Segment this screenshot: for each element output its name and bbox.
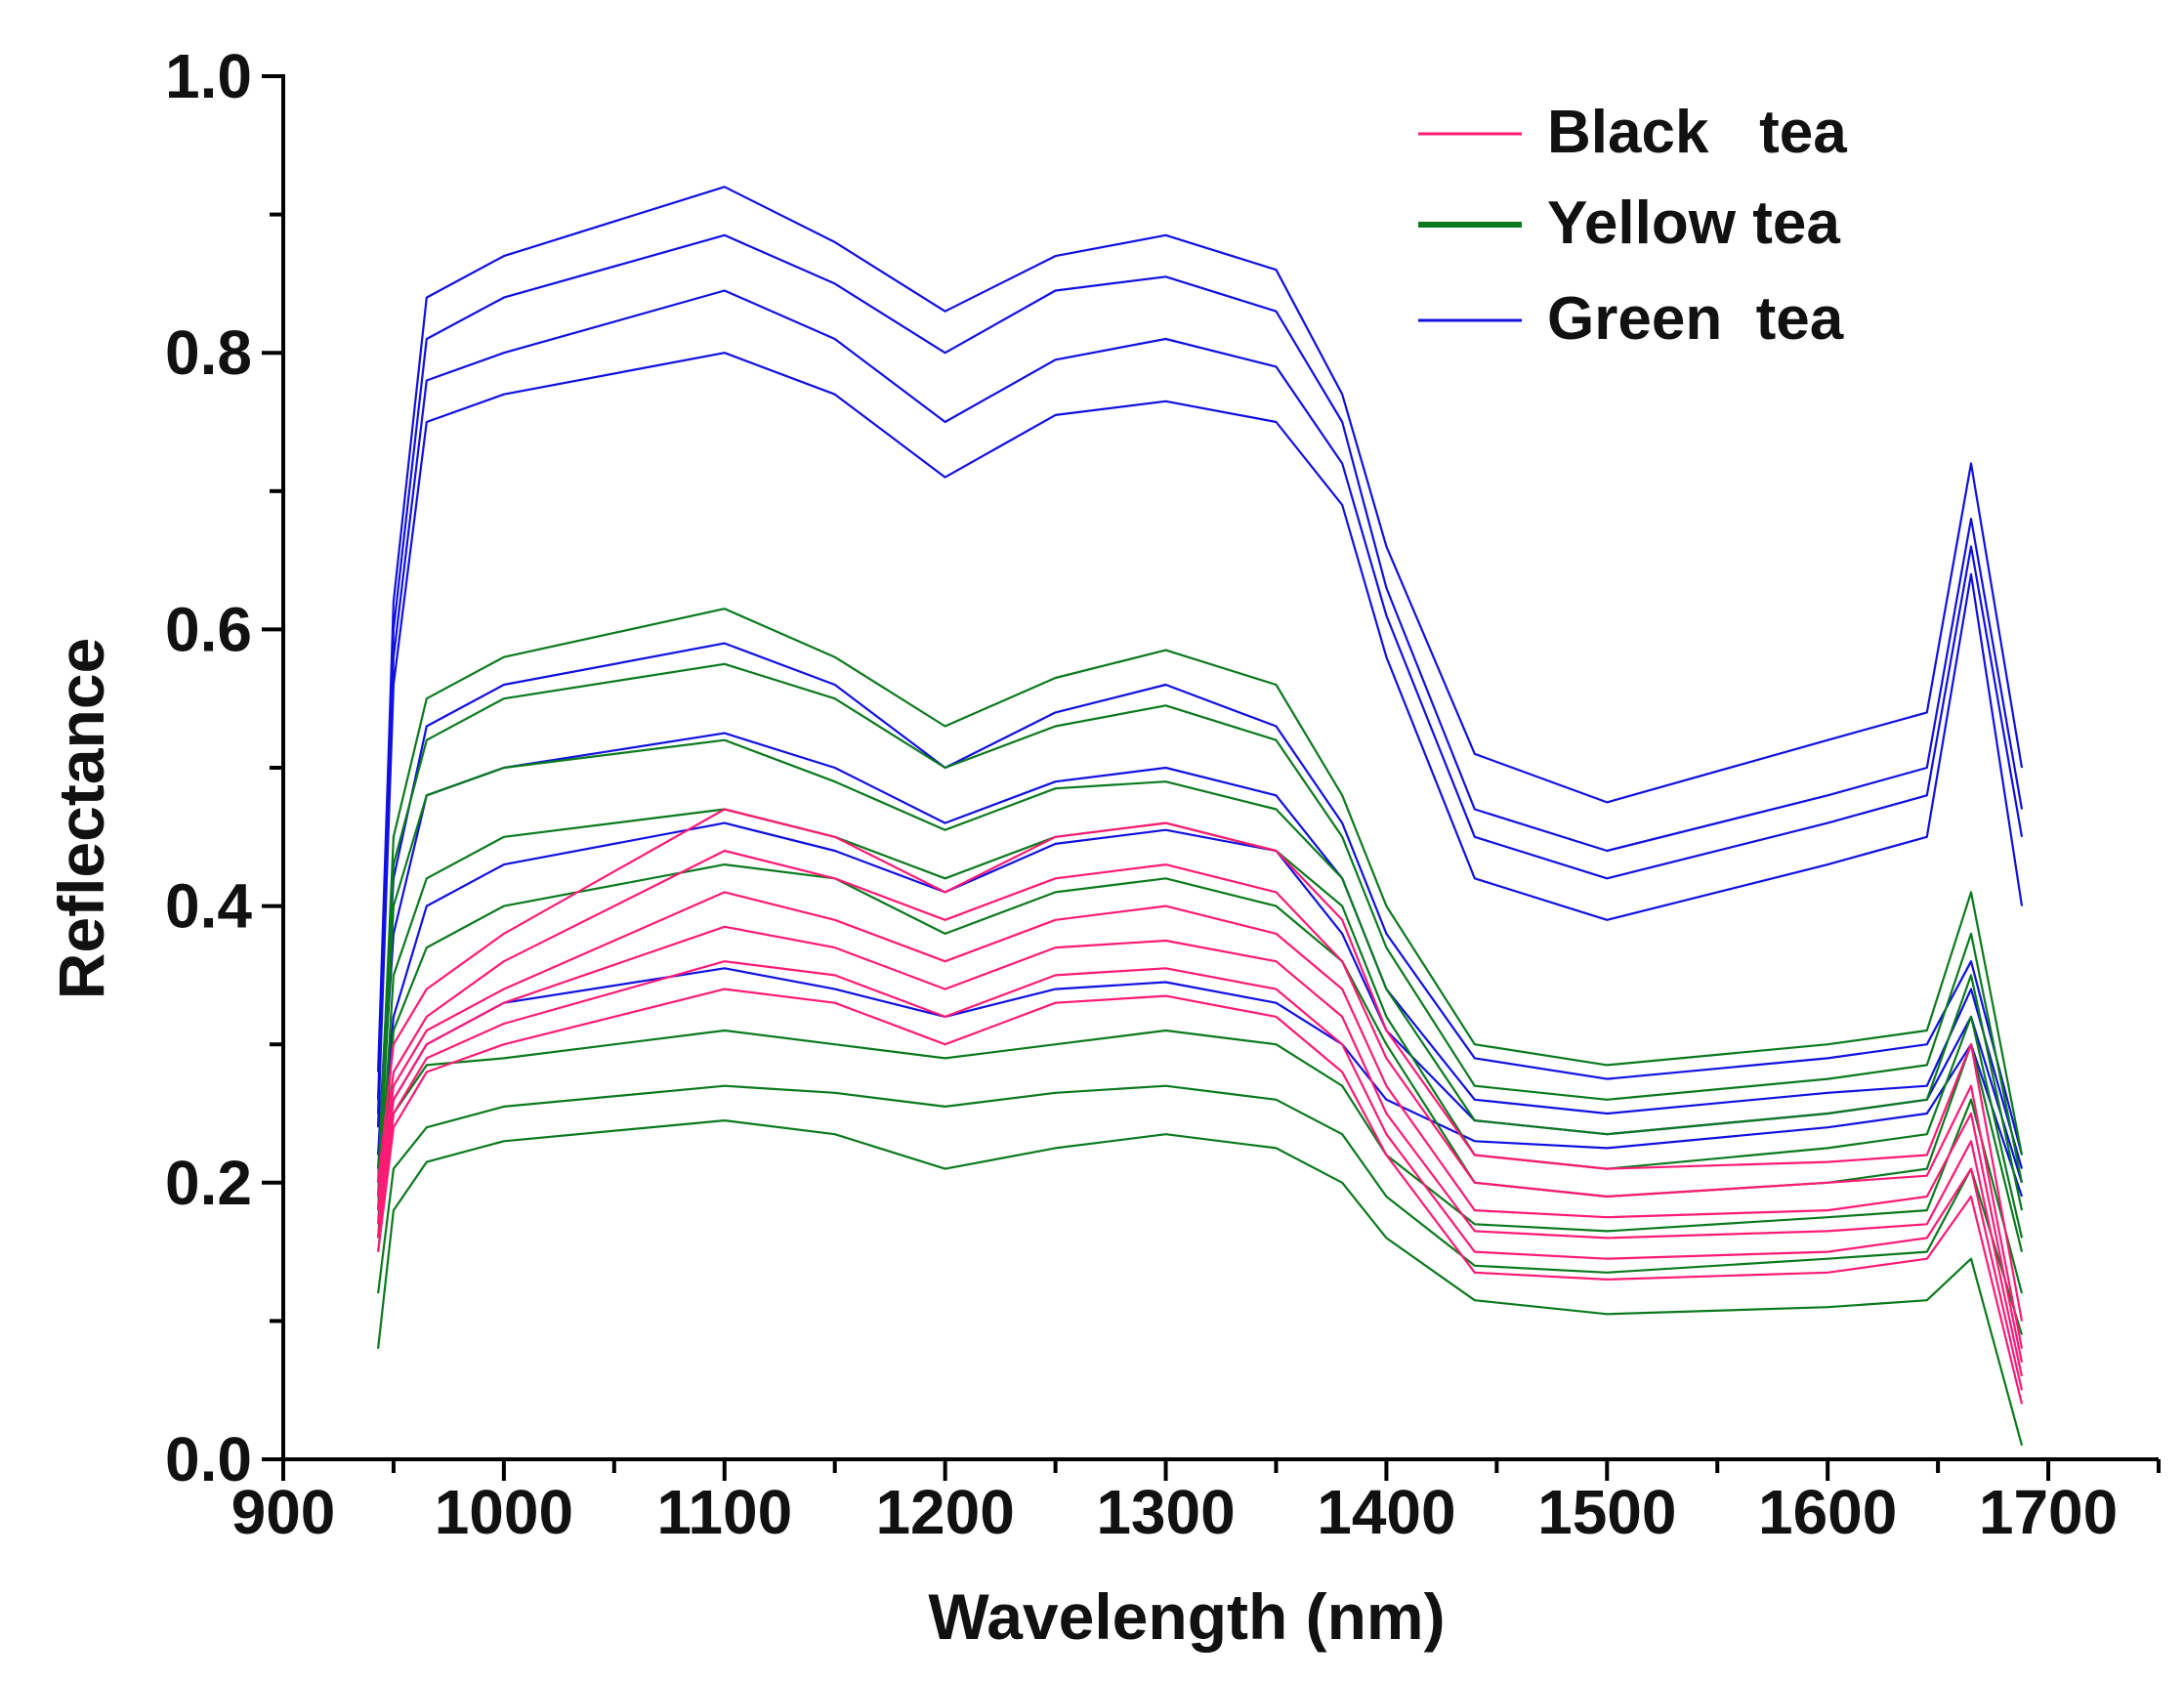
x-tick-label-900: 900 — [231, 1477, 336, 1547]
series-line-black-tea-18 — [377, 891, 2024, 1364]
legend-item-black-tea: Black tea — [1418, 99, 1847, 166]
series-line-yellow-tea-8 — [377, 608, 2024, 1183]
legend-label-black-tea: Black tea — [1547, 99, 1847, 166]
series-line-yellow-tea-10 — [377, 738, 2024, 1211]
axes — [281, 74, 2159, 1461]
series-line-green-tea-1 — [377, 233, 2024, 1100]
series-line-green-tea-0 — [377, 186, 2024, 1072]
series-line-yellow-tea-14 — [377, 1084, 2024, 1335]
x-tick-label-1600: 1600 — [1758, 1477, 1897, 1547]
series-line-yellow-tea-9 — [377, 662, 2024, 1198]
x-tick-label-1400: 1400 — [1317, 1477, 1455, 1547]
series-line-black-tea-21 — [377, 988, 2024, 1405]
x-tick-label-1700: 1700 — [1979, 1477, 2118, 1547]
series-line-green-tea-2 — [377, 289, 2024, 1114]
legend-label-yellow-tea: Yellow tea — [1547, 189, 1840, 257]
series-line-green-tea-3 — [377, 352, 2024, 1128]
x-tick-label-1500: 1500 — [1537, 1477, 1676, 1547]
x-tick-labels: 900 1000 1100 1200 1300 1400 1500 1600 1700 — [231, 1477, 2119, 1547]
series-line-black-tea-16 — [377, 808, 2024, 1322]
x-tick-label-1100: 1100 — [656, 1477, 792, 1547]
y-tick-label-0.6: 0.6 — [165, 594, 252, 664]
x-tick-label-1300: 1300 — [1096, 1477, 1235, 1547]
series-line-black-tea-17 — [377, 849, 2024, 1349]
series-line-yellow-tea-15 — [377, 1119, 2024, 1447]
legend-item-green-tea: Green tea — [1418, 285, 1844, 353]
y-tick-labels: 0.0 0.2 0.4 0.6 0.8 1.0 — [165, 41, 252, 1494]
legend: Black tea Yellow tea Green tea — [1418, 99, 1847, 353]
series-line-yellow-tea-13 — [377, 1029, 2024, 1294]
y-tick-label-0.4: 0.4 — [165, 871, 252, 942]
series-line-green-tea-5 — [377, 732, 2024, 1169]
y-tick-label-0.0: 0.0 — [165, 1424, 252, 1494]
y-tick-label-0.8: 0.8 — [165, 317, 252, 388]
series-line-black-tea-19 — [377, 925, 2024, 1377]
y-axis-title: Reflectance — [45, 638, 117, 1000]
series-line-green-tea-4 — [377, 642, 2024, 1156]
y-tick-label-0.2: 0.2 — [165, 1148, 252, 1218]
tick-marks — [262, 74, 2161, 1481]
y-tick-label-1.0: 1.0 — [165, 41, 252, 111]
x-tick-label-1200: 1200 — [875, 1477, 1014, 1547]
spectra-lines — [377, 186, 2024, 1447]
series-line-yellow-tea-12 — [377, 863, 2024, 1252]
x-axis-title: Wavelength (nm) — [928, 1580, 1445, 1653]
x-tick-label-1000: 1000 — [435, 1477, 573, 1547]
legend-label-green-tea: Green tea — [1547, 285, 1844, 353]
series-line-black-tea-20 — [377, 960, 2024, 1391]
legend-item-yellow-tea: Yellow tea — [1418, 189, 1840, 257]
